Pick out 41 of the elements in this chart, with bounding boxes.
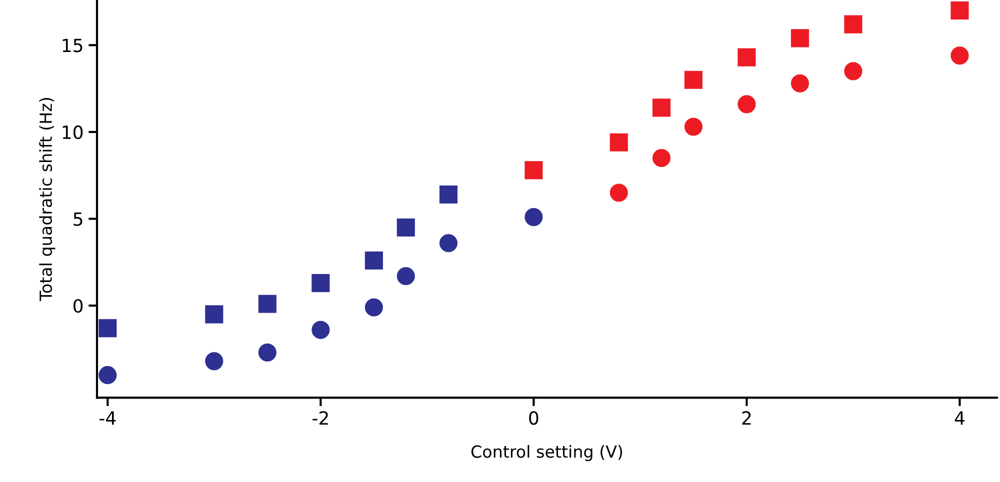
point	[312, 320, 330, 339]
x-axis-title: Control setting (V)	[471, 444, 622, 462]
x-tick-label: -4	[100, 411, 116, 425]
point	[950, 46, 969, 65]
y-tick-label: 10	[62, 125, 83, 140]
point	[396, 267, 415, 286]
point	[364, 298, 383, 316]
point	[364, 251, 383, 270]
point	[524, 208, 543, 226]
point	[844, 15, 862, 34]
x-tick-label: 0	[529, 411, 538, 425]
point	[738, 48, 756, 66]
point	[844, 62, 862, 80]
point	[610, 184, 628, 202]
point	[524, 161, 543, 180]
point	[205, 305, 224, 324]
point	[98, 366, 117, 384]
y-tick-label: 15	[62, 38, 82, 52]
point	[439, 185, 458, 204]
point	[950, 1, 969, 20]
point	[652, 148, 671, 168]
point	[258, 343, 276, 362]
point	[439, 234, 458, 252]
point	[684, 118, 702, 136]
point	[98, 319, 117, 338]
point	[258, 294, 276, 313]
x-tick-label: -2	[312, 411, 328, 425]
point	[396, 218, 415, 237]
point	[205, 352, 224, 370]
x-tick-label: 4	[954, 411, 964, 425]
point	[790, 29, 809, 48]
point	[312, 274, 330, 292]
x-tick-label: 2	[742, 411, 751, 425]
point	[684, 70, 702, 89]
point	[790, 74, 809, 92]
point	[738, 95, 756, 114]
y-tick-label: 5	[74, 212, 82, 226]
y-tick-label: 0	[74, 299, 83, 313]
point	[610, 133, 628, 152]
point	[652, 98, 671, 117]
y-axis-title: Total quadratic shift (Hz)	[39, 98, 56, 302]
